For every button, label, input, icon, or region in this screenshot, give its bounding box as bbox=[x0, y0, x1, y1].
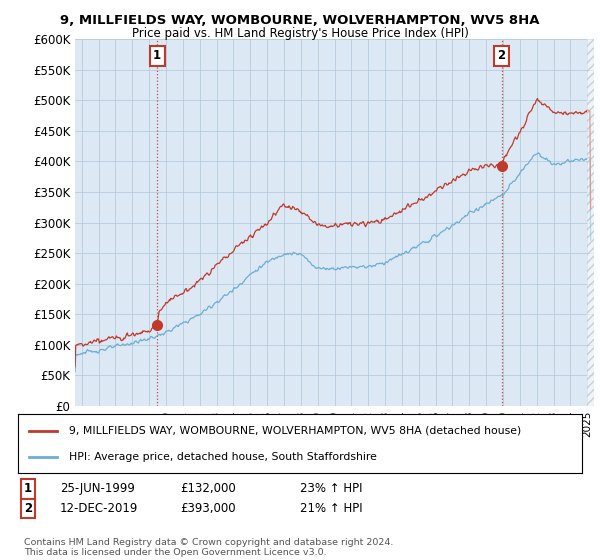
Text: 2: 2 bbox=[497, 49, 506, 62]
Text: Price paid vs. HM Land Registry's House Price Index (HPI): Price paid vs. HM Land Registry's House … bbox=[131, 27, 469, 40]
Text: 23% ↑ HPI: 23% ↑ HPI bbox=[300, 482, 362, 496]
Text: HPI: Average price, detached house, South Staffordshire: HPI: Average price, detached house, Sout… bbox=[69, 452, 377, 462]
Text: Contains HM Land Registry data © Crown copyright and database right 2024.
This d: Contains HM Land Registry data © Crown c… bbox=[24, 538, 394, 557]
Text: 2: 2 bbox=[24, 502, 32, 515]
Text: 12-DEC-2019: 12-DEC-2019 bbox=[60, 502, 139, 515]
Text: £132,000: £132,000 bbox=[180, 482, 236, 496]
Text: 1: 1 bbox=[24, 482, 32, 496]
Text: 1: 1 bbox=[153, 49, 161, 62]
Text: 9, MILLFIELDS WAY, WOMBOURNE, WOLVERHAMPTON, WV5 8HA: 9, MILLFIELDS WAY, WOMBOURNE, WOLVERHAMP… bbox=[60, 14, 540, 27]
Text: 9, MILLFIELDS WAY, WOMBOURNE, WOLVERHAMPTON, WV5 8HA (detached house): 9, MILLFIELDS WAY, WOMBOURNE, WOLVERHAMP… bbox=[69, 426, 521, 436]
Text: 25-JUN-1999: 25-JUN-1999 bbox=[60, 482, 135, 496]
Text: £393,000: £393,000 bbox=[180, 502, 236, 515]
Text: 21% ↑ HPI: 21% ↑ HPI bbox=[300, 502, 362, 515]
